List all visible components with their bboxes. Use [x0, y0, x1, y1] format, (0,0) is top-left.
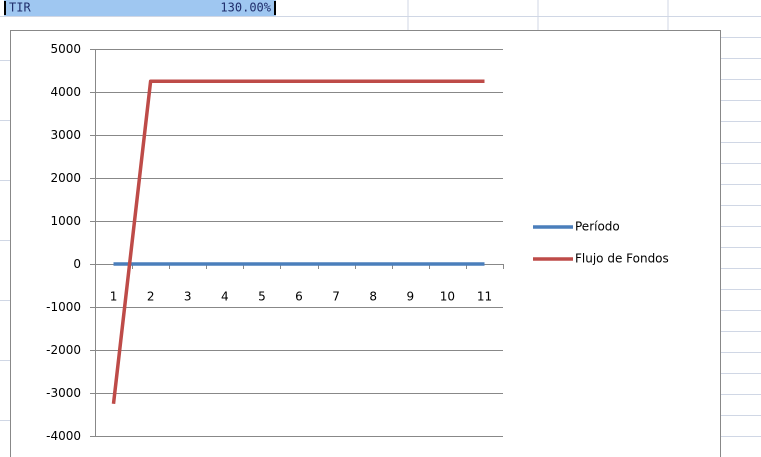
y-tick-label: -1000 — [46, 300, 81, 314]
x-tick-label: 6 — [295, 290, 303, 304]
y-tick-label: -2000 — [46, 343, 81, 357]
y-tick-label: 2000 — [50, 171, 81, 185]
y-tick-label: -3000 — [46, 386, 81, 400]
x-tick-label: 3 — [184, 290, 192, 304]
x-tick-label: 2 — [147, 290, 155, 304]
y-tick-label: 3000 — [50, 128, 81, 142]
x-tick-label: 9 — [406, 290, 414, 304]
y-tick-label: 5000 — [50, 42, 81, 56]
x-tick-label: 8 — [369, 290, 377, 304]
y-tick-label: 4000 — [50, 85, 81, 99]
selected-cell — [4, 0, 276, 16]
x-tick-label: 7 — [332, 290, 340, 304]
x-tick-label: 10 — [440, 290, 455, 304]
legend-label: Flujo de Fondos — [575, 252, 669, 266]
x-tick-label: 4 — [221, 290, 229, 304]
chart-area — [10, 30, 721, 457]
sheet-grid — [0, 0, 761, 437]
series-line — [111, 79, 485, 404]
y-tick-label: 1000 — [50, 214, 81, 228]
x-tick-label: 1 — [110, 290, 118, 304]
y-tick-label: -4000 — [46, 429, 81, 443]
cell-label: TIR — [9, 1, 31, 15]
y-tick-label: 0 — [73, 257, 81, 271]
legend-label: Período — [575, 220, 620, 234]
x-tick-label: 5 — [258, 290, 266, 304]
cell-value: 130.00% — [220, 1, 271, 15]
x-tick-label: 11 — [477, 290, 492, 304]
